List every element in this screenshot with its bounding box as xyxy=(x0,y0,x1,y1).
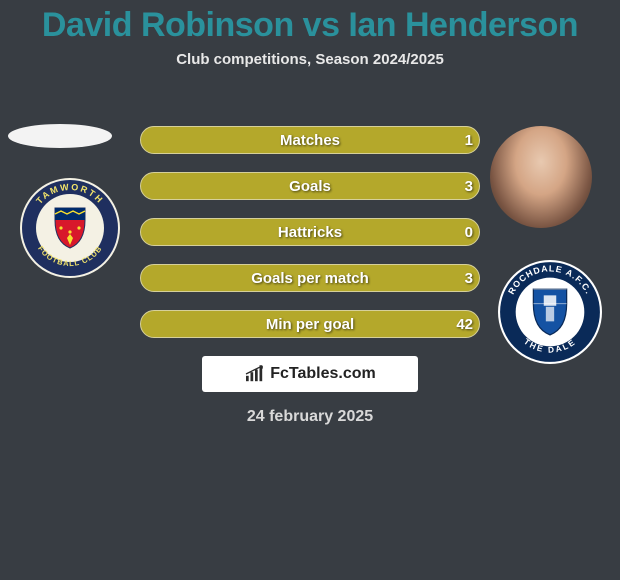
bar-label: Min per goal xyxy=(141,311,479,337)
bar-matches: Matches 1 xyxy=(140,126,480,154)
club-badge-left: TAMWORTH FOOTBALL CLUB xyxy=(20,178,120,278)
bar-value-right: 3 xyxy=(465,173,473,199)
bar-hattricks: Hattricks 0 xyxy=(140,218,480,246)
bar-value-right: 42 xyxy=(456,311,473,337)
page-title: David Robinson vs Ian Henderson xyxy=(0,0,620,45)
bar-min-per-goal: Min per goal 42 xyxy=(140,310,480,338)
date: 24 february 2025 xyxy=(0,408,620,426)
bar-value-right: 0 xyxy=(465,219,473,245)
player-left-avatar xyxy=(8,124,112,148)
comparison-bars: Matches 1 Goals 3 Hattricks 0 Goals per … xyxy=(140,126,480,356)
player-right-avatar xyxy=(490,126,592,228)
bar-value-right: 3 xyxy=(465,265,473,291)
subtitle: Club competitions, Season 2024/2025 xyxy=(0,51,620,68)
bars-ascending-icon xyxy=(244,365,266,383)
bar-label: Goals xyxy=(141,173,479,199)
bar-goals-per-match: Goals per match 3 xyxy=(140,264,480,292)
bar-label: Matches xyxy=(141,127,479,153)
rochdale-badge-svg: ROCHDALE A.F.C. THE DALE xyxy=(498,260,602,364)
tamworth-badge-svg: TAMWORTH FOOTBALL CLUB xyxy=(20,178,120,278)
bar-goals: Goals 3 xyxy=(140,172,480,200)
bar-value-right: 1 xyxy=(465,127,473,153)
bar-label: Hattricks xyxy=(141,219,479,245)
attribution-text: FcTables.com xyxy=(270,365,376,383)
club-badge-right: ROCHDALE A.F.C. THE DALE xyxy=(498,260,602,364)
bar-label: Goals per match xyxy=(141,265,479,291)
attribution: FcTables.com xyxy=(202,356,418,392)
